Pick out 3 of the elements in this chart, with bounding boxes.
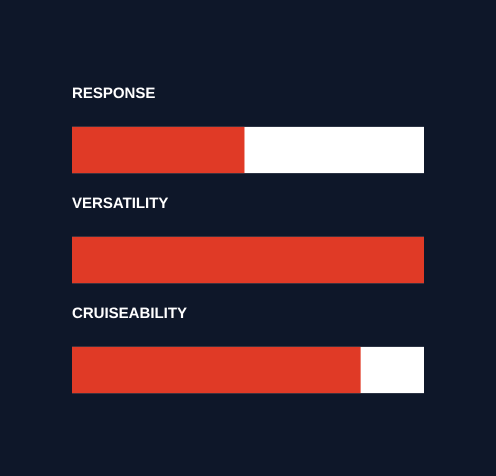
y-tick-label: RESPONSE (72, 84, 156, 102)
y-tick-label: CRUISEABILITY (72, 304, 188, 322)
y-tick-label: VERSATILITY (72, 194, 168, 212)
